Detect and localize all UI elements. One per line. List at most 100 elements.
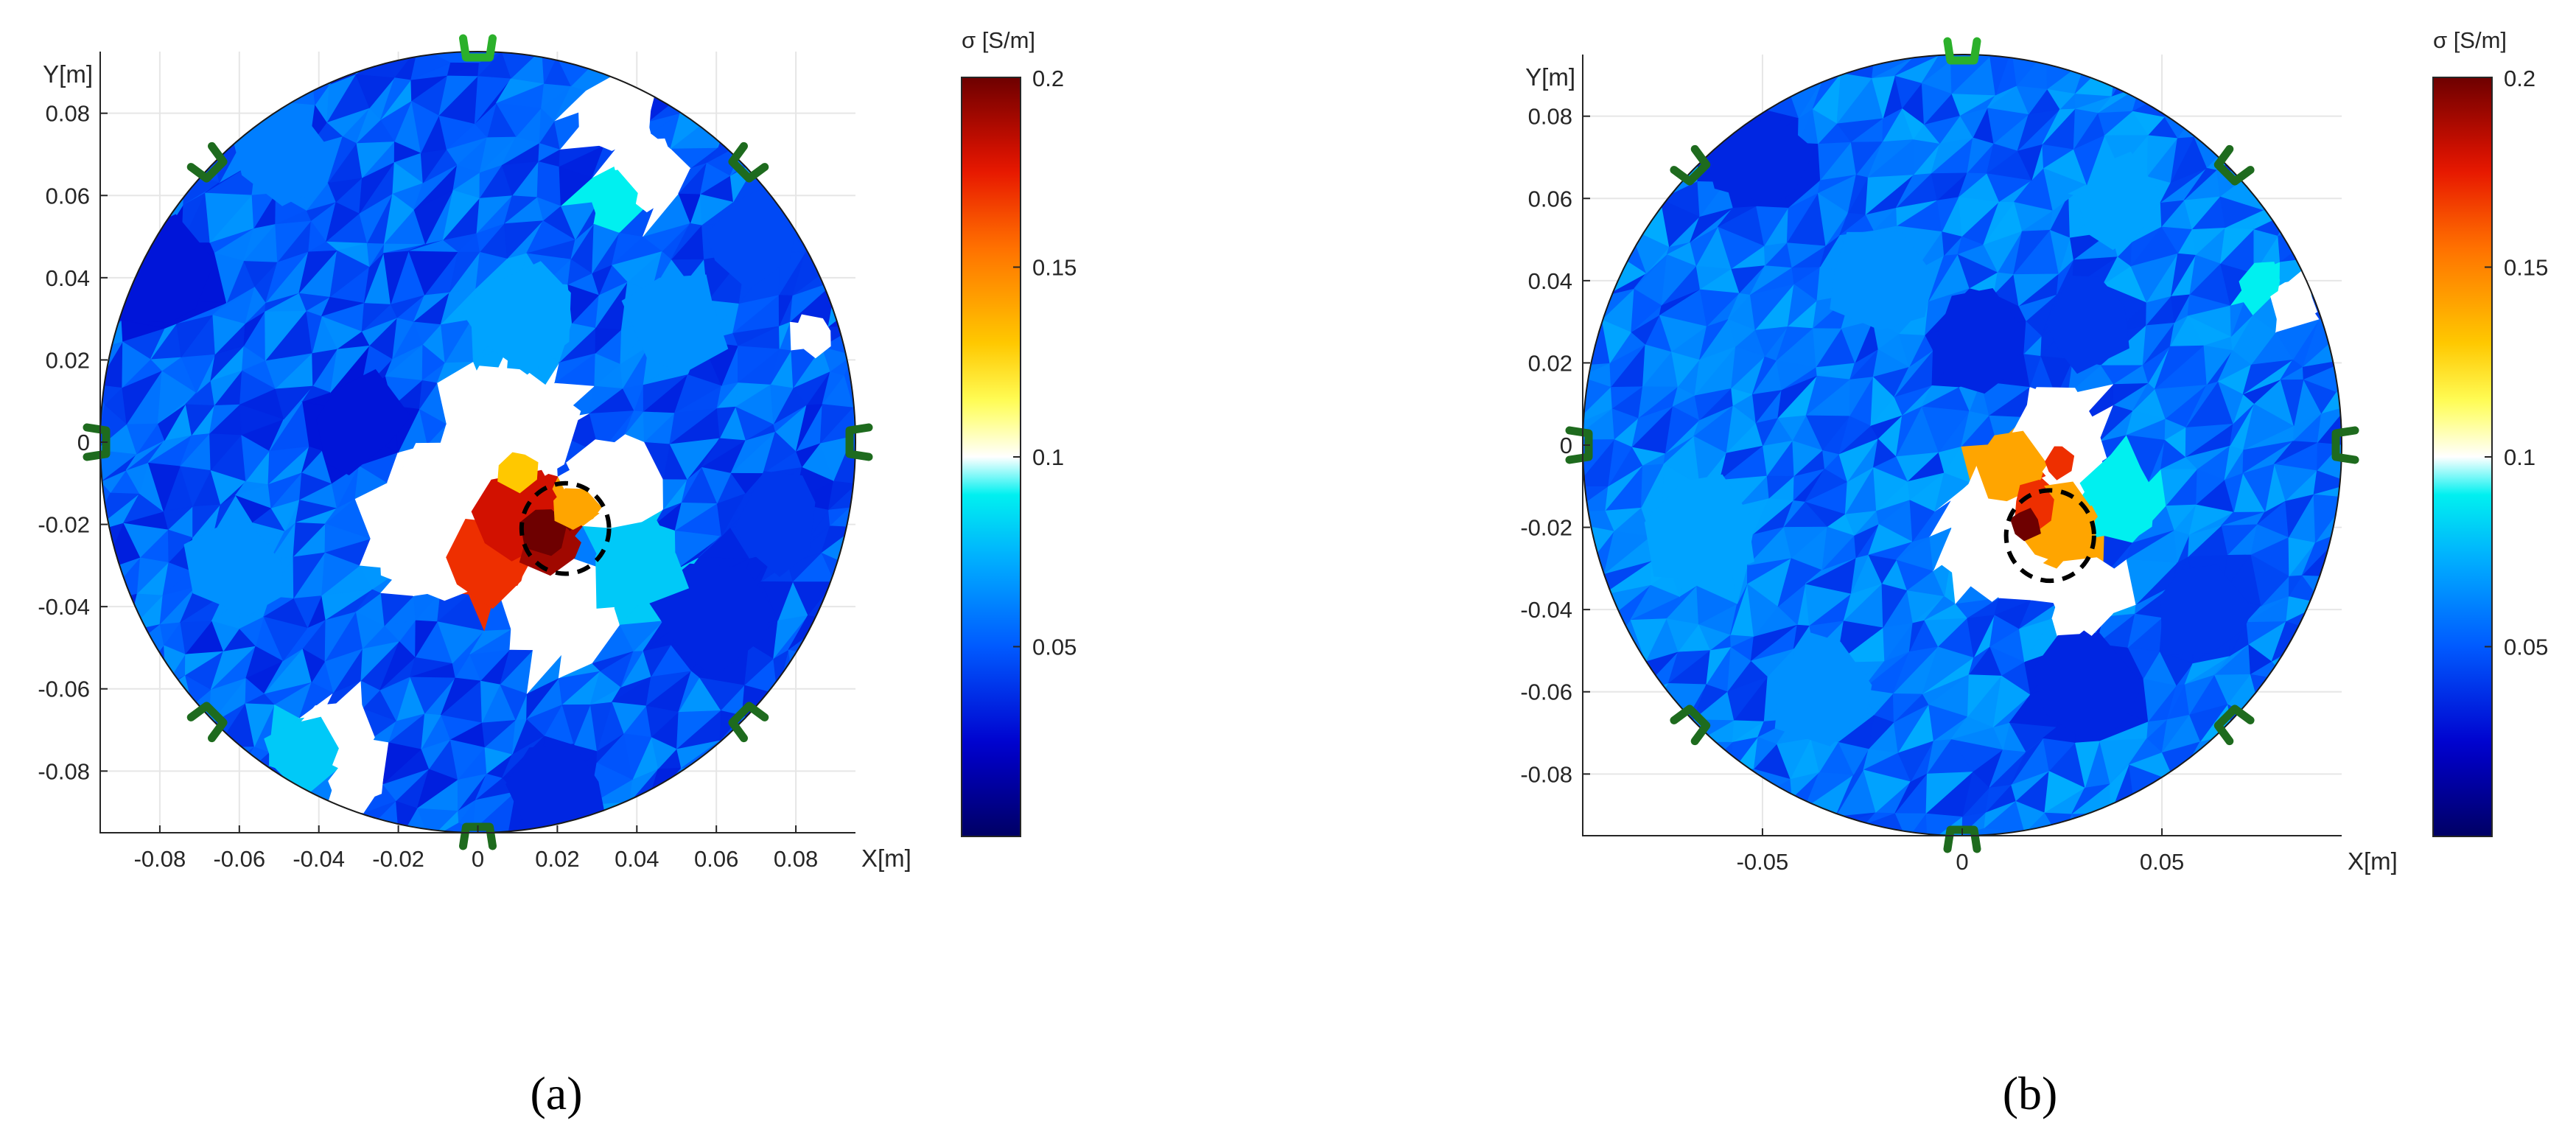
conductivity-region	[1830, 231, 1934, 331]
colorbar-tick-label: 0.1	[1032, 444, 1064, 470]
mesh-element	[1728, 89, 1763, 108]
electrode-shape	[2213, 705, 2255, 746]
mesh-element	[679, 90, 706, 114]
electrode-icon	[2331, 426, 2359, 464]
mesh-element	[827, 279, 855, 328]
electrode-icon	[1670, 705, 1711, 746]
colorbar-title: σ [S/m]	[2433, 27, 2507, 53]
conductivity-region	[1936, 288, 2019, 394]
conductivity-region	[578, 82, 651, 151]
y-tick-label: 0.04	[46, 265, 90, 291]
panel-a-label: (a)	[530, 1067, 582, 1119]
mesh-element	[2074, 55, 2119, 97]
mesh-element	[829, 581, 855, 621]
y-tick-label: -0.02	[38, 512, 90, 538]
x-axis-label: X[m]	[2348, 847, 2398, 875]
x-tick-label: -0.04	[293, 846, 345, 872]
conductivity-region	[452, 366, 581, 498]
mesh-element	[2320, 603, 2337, 633]
conductivity-region	[621, 274, 729, 374]
mesh-element	[299, 56, 334, 85]
conductivity-region	[2033, 632, 2143, 740]
colorbar-tick-label: 0.2	[2504, 66, 2535, 91]
mesh-element	[1594, 573, 1605, 596]
axes-frame	[1582, 55, 2342, 836]
electrode-icon	[728, 141, 769, 183]
mesh-element	[1726, 80, 1764, 105]
mesh-element	[1813, 55, 1853, 77]
electrode-icon	[2213, 144, 2255, 186]
conductivity-region	[497, 452, 539, 494]
conductivity-region	[735, 471, 816, 577]
colorbar-tick-label: 0.15	[1032, 255, 1077, 281]
mesh-element	[1635, 150, 1676, 184]
mesh-element	[2232, 722, 2265, 749]
mesh-element	[825, 618, 855, 658]
mesh-element	[788, 649, 826, 684]
x-tick-label: -0.06	[213, 846, 265, 872]
electrode-shape	[1670, 705, 1711, 746]
target-outline	[519, 480, 612, 576]
colorbar: 0.2 0.15 0.1 0.05 σ [S/m]	[961, 27, 1077, 837]
y-tick-label: -0.08	[38, 758, 90, 784]
y-axis-label: Y[m]	[1525, 63, 1575, 91]
mesh-element	[119, 644, 165, 685]
mesh-element	[2080, 812, 2117, 831]
conductivity-region	[1774, 632, 1872, 747]
mesh-element	[447, 62, 480, 76]
mesh-element	[2264, 679, 2289, 724]
y-tick-label: 0.06	[1528, 186, 1572, 212]
mesh-element	[100, 265, 130, 284]
mesh-element	[794, 208, 836, 233]
y-tick-label: 0.06	[46, 183, 90, 209]
conductivity-region	[183, 522, 284, 616]
mesh-element	[632, 805, 649, 833]
electrode-shape	[459, 34, 497, 62]
mesh-element	[2162, 94, 2199, 118]
mesh-element	[2135, 800, 2171, 828]
electrode-shape	[728, 702, 769, 743]
mesh-element	[2139, 55, 2163, 95]
conductivity-region	[234, 110, 332, 206]
x-axis-label: X[m]	[861, 845, 911, 872]
mesh-element	[1590, 244, 1623, 262]
electrode-shape	[2213, 144, 2255, 186]
mesh-element	[104, 613, 130, 643]
y-tick-label: 0	[77, 430, 90, 455]
colorbar: 0.2 0.15 0.1 0.05 σ [S/m]	[2432, 27, 2548, 837]
y-tick-label: -0.06	[1520, 679, 1572, 705]
mesh-element	[2306, 626, 2337, 648]
mesh-element	[1812, 815, 1836, 833]
electrode-icon	[2213, 705, 2255, 746]
y-axis-label: Y[m]	[43, 60, 93, 88]
electrode-icon	[845, 423, 873, 461]
x-tick-label: 0	[472, 846, 484, 872]
mesh-element	[328, 811, 364, 833]
y-tick-label: -0.04	[1520, 597, 1572, 623]
y-tick-label: -0.06	[38, 677, 90, 702]
electrode-shape	[1670, 144, 1711, 186]
mesh-element	[1751, 797, 1793, 836]
mesh-element	[836, 270, 855, 298]
colorbar-tick-label: 0.05	[2504, 635, 2548, 660]
axes-frame	[99, 52, 855, 833]
conductivity-field	[100, 52, 855, 833]
mesh-element	[2322, 576, 2337, 606]
chart-panel-b: -0.05 0 0.05 0.08 0.06 0.04 0.02 0 -0.02 -0.04 -0.…	[1520, 27, 2548, 875]
mesh-element	[314, 808, 329, 833]
mesh-element	[794, 192, 834, 234]
mesh-element	[2111, 55, 2135, 97]
mesh-element	[1601, 619, 1631, 659]
mesh-element	[2110, 812, 2137, 831]
mesh-element	[2193, 102, 2233, 141]
mesh-element	[119, 623, 164, 657]
x-tick-label: 0.05	[2140, 849, 2184, 875]
mesh-element	[676, 766, 710, 805]
colorbar-tick-label: 0.2	[1032, 66, 1064, 91]
colorbar-title: σ [S/m]	[962, 27, 1035, 53]
mesh-element	[162, 169, 186, 194]
mesh-element	[192, 746, 218, 762]
mesh-element	[1637, 682, 1670, 719]
mesh-element	[1696, 741, 1734, 772]
conductivity-region	[2160, 564, 2253, 656]
